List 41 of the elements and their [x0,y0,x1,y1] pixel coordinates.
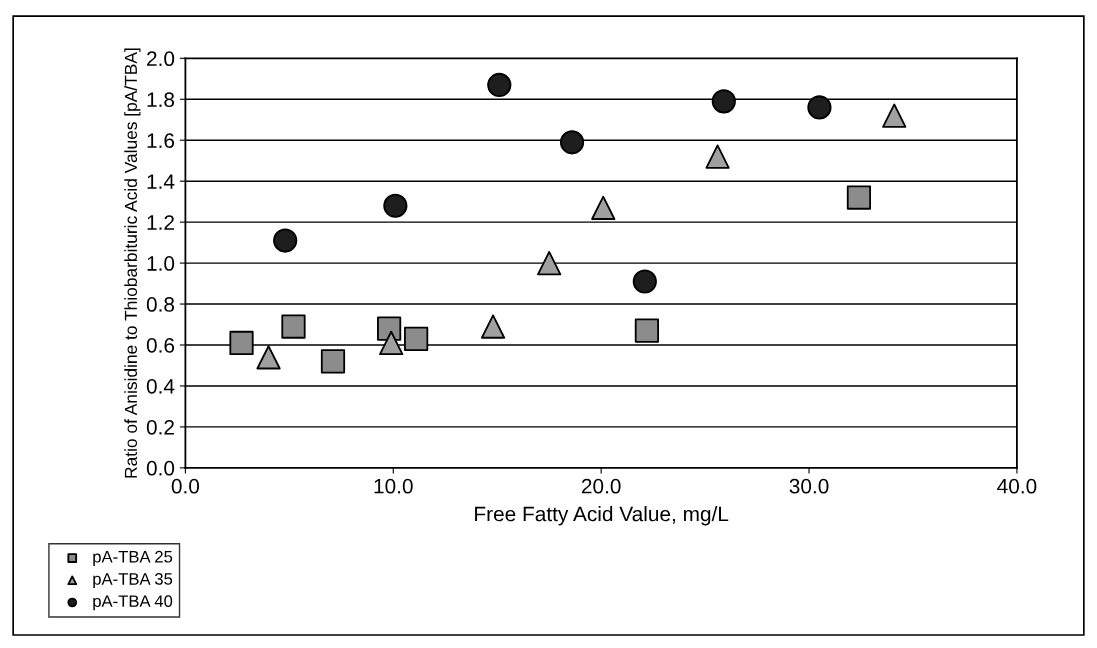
point [487,72,512,98]
y-tick-label: 0.4 [146,378,175,394]
legend-label: pA-TBA 40 [93,595,173,611]
point [480,314,506,339]
y-tick-label: 1.4 [147,174,175,189]
point [229,330,254,356]
legend-label: pA-TBA 35 [93,573,173,589]
point [634,318,659,343]
point [379,330,404,356]
y-tick-label: 0.8 [146,297,175,312]
point [281,314,306,339]
x-tick-label: 0.0 [171,478,200,494]
y-tick-label: 1.8 [147,92,175,108]
point [383,193,408,218]
point [320,349,346,374]
x-tick-label: 20.0 [581,478,621,494]
point [404,326,429,351]
point [559,130,585,155]
point [846,185,872,210]
y-tick-label: 2.0 [147,51,175,67]
x-axis-title: Free Fatty Acid Value, mg/L [475,506,729,526]
x-tick-label: 40.0 [997,478,1037,494]
x-tick-label: 10.0 [374,478,413,494]
x-tick-label: 30.0 [789,478,829,494]
y-tick-label: 1.2 [147,215,174,230]
y-axis-title: Ratio of Anisidine to Thiobarbituric Acid Values [pA/TBA] [124,48,141,478]
point [711,89,736,114]
point [882,103,907,128]
point [632,269,657,294]
point [256,345,281,370]
y-tick-label: 1.0 [147,256,175,271]
legend-label: pA-TBA 25 [93,550,173,566]
y-tick-label: 0.2 [146,419,174,435]
point [807,95,832,120]
point [537,250,562,276]
point [591,195,616,220]
y-tick-label: 1.6 [147,133,175,148]
point [705,144,730,169]
point [273,228,298,253]
y-tick-label: 0.0 [146,460,175,476]
y-tick-label: 0.6 [146,338,175,353]
